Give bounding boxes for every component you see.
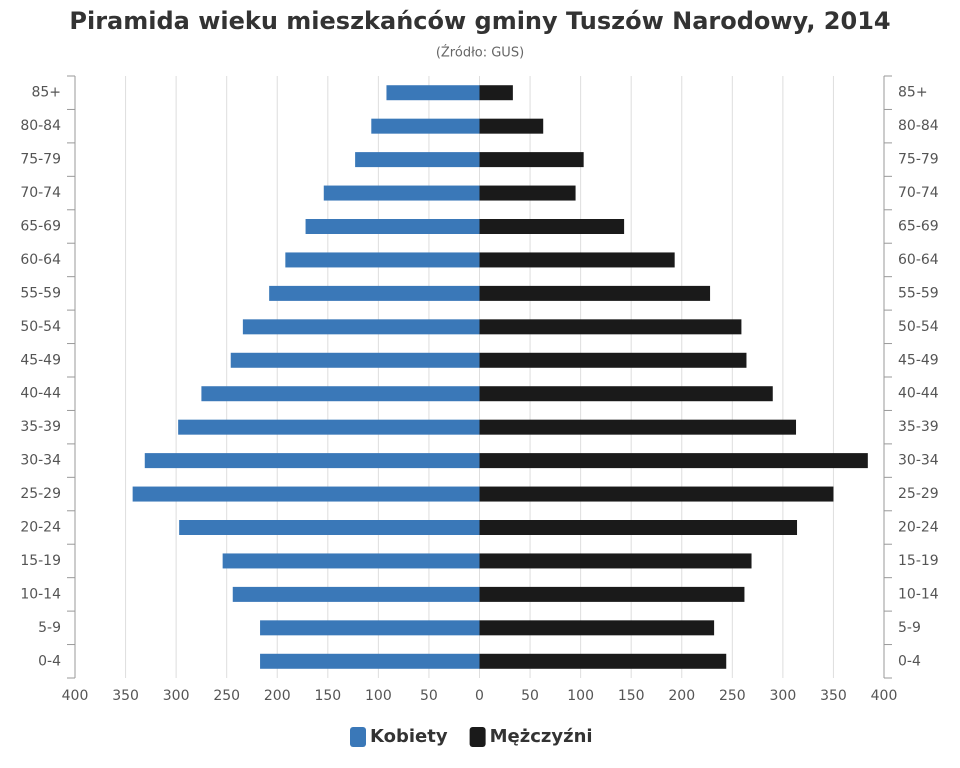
bar bbox=[479, 352, 747, 368]
bar bbox=[260, 653, 480, 669]
y-tick-label: 5-9 bbox=[38, 620, 61, 636]
x-tick-label: 150 bbox=[314, 688, 341, 704]
chart-subtitle: (Źródło: GUS) bbox=[436, 45, 524, 61]
bar bbox=[232, 586, 480, 602]
legend-label[interactable]: Mężczyźni bbox=[490, 726, 593, 747]
bar bbox=[479, 285, 711, 301]
x-tick-label: 250 bbox=[719, 688, 746, 704]
x-tick-label: 400 bbox=[62, 688, 89, 704]
x-tick-label: 350 bbox=[820, 688, 847, 704]
bar bbox=[479, 185, 576, 201]
y-tick-label: 40-44 bbox=[20, 386, 61, 402]
y-tick-label: 75-79 bbox=[20, 152, 61, 168]
y-tick-label: 60-64 bbox=[20, 252, 61, 268]
y-tick-label: 25-29 bbox=[898, 486, 939, 502]
x-tick-label: 300 bbox=[770, 688, 797, 704]
y-tick-label: 85+ bbox=[898, 85, 928, 101]
bar bbox=[479, 85, 513, 101]
bar bbox=[479, 553, 752, 569]
x-tick-label: 50 bbox=[420, 688, 438, 704]
bar bbox=[222, 553, 480, 569]
y-tick-label: 80-84 bbox=[898, 118, 939, 134]
bar bbox=[371, 118, 480, 134]
bar bbox=[479, 386, 773, 402]
y-tick-label: 30-34 bbox=[20, 453, 61, 469]
bar bbox=[355, 152, 480, 168]
x-tick-label: 0 bbox=[475, 688, 484, 704]
y-tick-label: 55-59 bbox=[20, 285, 61, 301]
y-tick-label: 50-54 bbox=[898, 319, 939, 335]
bar bbox=[230, 352, 480, 368]
y-tick-label: 10-14 bbox=[898, 586, 939, 602]
bar bbox=[386, 85, 480, 101]
bar bbox=[479, 419, 797, 435]
y-tick-label: 80-84 bbox=[20, 118, 61, 134]
x-tick-label: 200 bbox=[264, 688, 291, 704]
bar bbox=[479, 118, 544, 134]
y-tick-label: 25-29 bbox=[20, 486, 61, 502]
bar bbox=[479, 486, 834, 502]
y-tick-label: 65-69 bbox=[20, 219, 61, 235]
bar bbox=[179, 520, 480, 535]
y-tick-label: 45-49 bbox=[20, 352, 61, 368]
x-tick-label: 200 bbox=[668, 688, 695, 704]
legend-swatch[interactable] bbox=[469, 727, 486, 747]
bar bbox=[260, 620, 480, 636]
y-tick-label: 20-24 bbox=[20, 520, 61, 536]
y-tick-label: 0-4 bbox=[38, 653, 61, 669]
bar bbox=[479, 319, 742, 335]
y-tick-label: 35-39 bbox=[898, 419, 939, 435]
x-tick-label: 50 bbox=[521, 688, 539, 704]
y-tick-label: 70-74 bbox=[898, 185, 939, 201]
bar bbox=[479, 252, 675, 268]
y-tick-label: 60-64 bbox=[898, 252, 939, 268]
y-tick-label: 15-19 bbox=[20, 553, 61, 569]
y-tick-label: 65-69 bbox=[898, 219, 939, 235]
bar bbox=[479, 219, 625, 234]
bar bbox=[269, 285, 480, 301]
y-tick-label: 85+ bbox=[31, 85, 61, 101]
bar bbox=[285, 252, 480, 268]
x-tick-label: 150 bbox=[618, 688, 645, 704]
y-tick-label: 10-14 bbox=[20, 586, 61, 602]
bar bbox=[305, 219, 480, 234]
y-tick-label: 70-74 bbox=[20, 185, 61, 201]
x-tick-label: 100 bbox=[365, 688, 392, 704]
bar bbox=[178, 419, 480, 435]
y-tick-label: 0-4 bbox=[898, 653, 921, 669]
y-tick-label: 35-39 bbox=[20, 419, 61, 435]
bar bbox=[242, 319, 480, 335]
bar bbox=[479, 586, 745, 602]
bar bbox=[479, 453, 868, 469]
y-tick-label: 45-49 bbox=[898, 352, 939, 368]
y-tick-label: 5-9 bbox=[898, 620, 921, 636]
bar bbox=[132, 486, 480, 502]
x-tick-label: 300 bbox=[163, 688, 190, 704]
legend-label[interactable]: Kobiety bbox=[370, 726, 448, 747]
bar bbox=[479, 152, 584, 168]
bar bbox=[323, 185, 480, 201]
x-tick-label: 100 bbox=[567, 688, 594, 704]
y-tick-label: 75-79 bbox=[898, 152, 939, 168]
bar bbox=[479, 620, 715, 636]
bar bbox=[201, 386, 480, 402]
bar bbox=[479, 653, 727, 669]
y-tick-label: 30-34 bbox=[898, 453, 939, 469]
y-tick-label: 20-24 bbox=[898, 520, 939, 536]
bar bbox=[479, 520, 798, 535]
x-tick-label: 350 bbox=[112, 688, 139, 704]
y-tick-label: 15-19 bbox=[898, 553, 939, 569]
legend-swatch[interactable] bbox=[350, 727, 366, 747]
chart-title: Piramida wieku mieszkańców gminy Tuszów … bbox=[69, 7, 890, 35]
y-tick-label: 40-44 bbox=[898, 386, 939, 402]
x-tick-label: 400 bbox=[871, 688, 898, 704]
y-tick-label: 50-54 bbox=[20, 319, 61, 335]
y-tick-label: 55-59 bbox=[898, 285, 939, 301]
x-tick-label: 250 bbox=[213, 688, 240, 704]
bar bbox=[144, 453, 480, 469]
